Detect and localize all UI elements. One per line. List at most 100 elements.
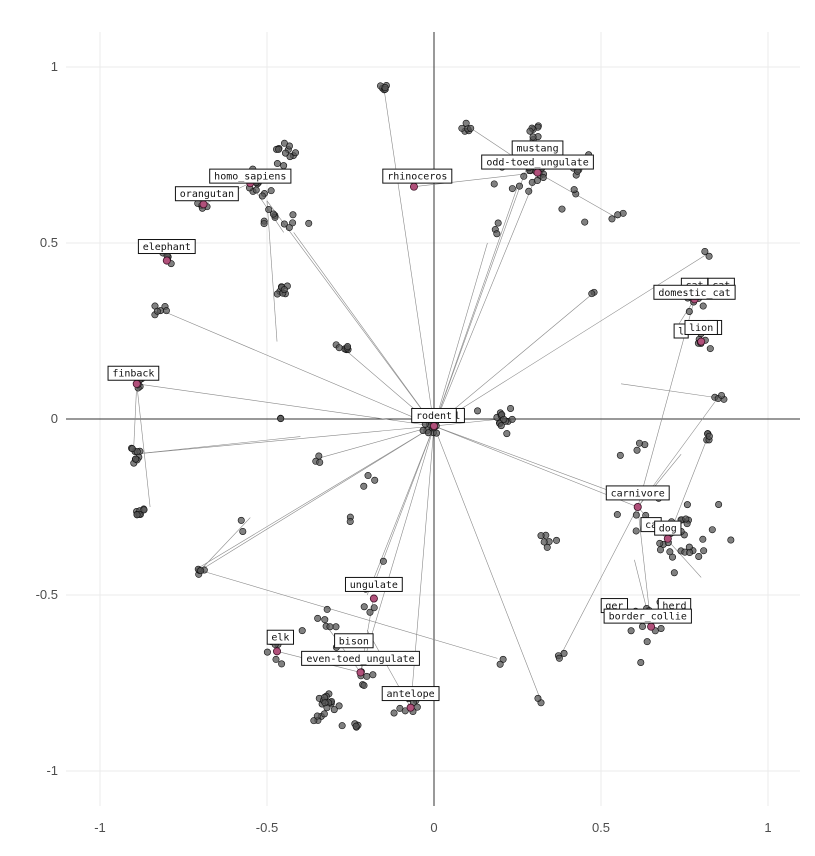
label-layer: catlcagerherdflmustangodd-toed_ungulater…: [107, 140, 736, 702]
label-text: carnivore: [611, 488, 665, 499]
data-point: [638, 623, 646, 631]
x-tick-label: 0: [430, 820, 437, 835]
data-point: [508, 415, 516, 423]
point-label: rodent: [411, 407, 457, 423]
data-point: [685, 307, 693, 315]
data-point: [633, 446, 641, 454]
data-point: [298, 627, 306, 635]
label-box: [481, 154, 594, 170]
connector-line: [199, 517, 251, 571]
y-tick-label: -0.5: [36, 587, 58, 602]
connector-line: [320, 425, 435, 459]
point-label: ungulate: [344, 576, 403, 592]
connector-line: [133, 425, 435, 455]
data-point: [494, 219, 502, 227]
label-text: antelope: [387, 689, 435, 700]
data-point: [508, 185, 516, 193]
data-point: [280, 220, 288, 228]
data-point: [344, 343, 352, 351]
data-point: [289, 211, 297, 219]
data-point: [252, 186, 260, 194]
data-point: [335, 702, 343, 710]
point-label: odd-toed_ungulate: [481, 154, 594, 170]
data-point: [239, 527, 247, 535]
data-point: [718, 391, 726, 399]
data-point: [132, 455, 140, 463]
y-tick-label: 0.5: [40, 235, 58, 250]
data-point: [705, 432, 713, 440]
data-point: [520, 172, 528, 180]
y-tick-label: 0: [51, 411, 58, 426]
label-text: domestic_cat: [658, 288, 730, 299]
data-point: [273, 160, 281, 168]
centroid-point: [697, 337, 706, 346]
connector-line: [433, 165, 528, 427]
connector-line: [136, 383, 435, 427]
data-point: [305, 219, 313, 227]
label-box: [411, 407, 457, 423]
data-point: [370, 604, 378, 612]
data-point: [635, 439, 643, 447]
connector-line: [620, 383, 718, 399]
label-box: [653, 284, 736, 300]
data-point: [371, 476, 379, 484]
data-point: [278, 660, 286, 668]
data-point: [637, 658, 645, 666]
data-point: [543, 543, 551, 551]
data-point: [366, 608, 374, 616]
connector-line: [433, 253, 709, 427]
point-label: mustang: [511, 140, 564, 156]
connector-line: [560, 506, 639, 655]
data-point: [321, 699, 329, 707]
point-label: dog: [654, 520, 682, 536]
data-point: [364, 472, 372, 480]
connector-line: [133, 383, 138, 455]
data-point: [525, 187, 533, 195]
label-text: elk: [271, 633, 289, 644]
data-point: [643, 638, 651, 646]
label-box: [381, 686, 440, 702]
data-point: [534, 694, 542, 702]
data-point: [503, 430, 511, 438]
data-point: [390, 709, 398, 717]
data-point: [263, 648, 271, 656]
data-point: [316, 458, 324, 466]
label-text: dog: [659, 524, 677, 535]
data-point: [162, 307, 170, 315]
centroid-point: [273, 647, 282, 656]
data-point: [515, 182, 523, 190]
label-box: [301, 650, 420, 666]
data-point: [335, 344, 343, 352]
label-box: [382, 168, 453, 184]
data-point: [286, 153, 294, 161]
point-label: elk: [266, 629, 295, 645]
data-point: [608, 215, 616, 223]
data-point: [632, 527, 640, 535]
connector-line: [200, 425, 435, 568]
data-point: [497, 422, 505, 430]
label-box: [334, 633, 374, 649]
connector-line: [360, 425, 435, 673]
data-point: [616, 451, 624, 459]
data-point: [496, 660, 504, 668]
data-point: [458, 124, 466, 132]
connector-line: [433, 425, 542, 701]
data-point: [332, 623, 340, 631]
data-point: [269, 210, 277, 218]
label-text: homo_sapiens: [214, 172, 286, 183]
data-point: [280, 139, 288, 147]
y-tick-label: -1: [46, 763, 58, 778]
data-point: [555, 654, 563, 662]
centroid-point: [533, 168, 542, 177]
centroid-point: [647, 622, 656, 631]
data-point: [493, 230, 501, 238]
label-text: elephant: [143, 242, 191, 253]
data-point: [140, 506, 148, 514]
x-tick-label: 1: [764, 820, 771, 835]
connector-line: [133, 436, 301, 455]
data-point: [553, 536, 561, 544]
label-box: [605, 485, 670, 501]
data-point: [699, 302, 707, 310]
data-point: [424, 429, 432, 437]
data-point: [310, 717, 318, 725]
